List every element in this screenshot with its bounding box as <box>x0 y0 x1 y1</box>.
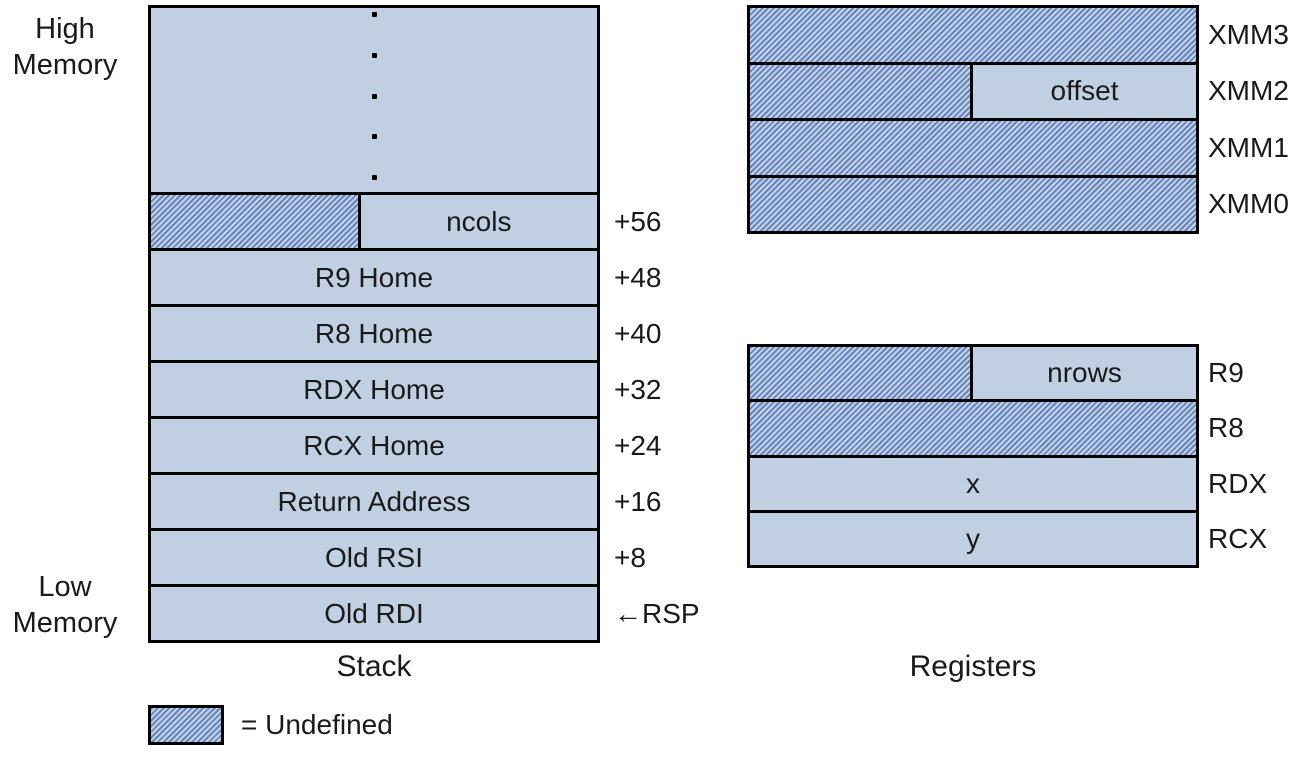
low-memory-line1: Low <box>38 571 92 603</box>
stack-cell: ncols <box>360 195 597 248</box>
register-row-r9: nrows R9 <box>750 347 1244 400</box>
register-value-cell: offset <box>973 64 1196 118</box>
stack-diagram: ncols +56 R9 Home +48 R8 Home +40 RDX Ho… <box>148 5 700 643</box>
dot-icon <box>371 52 377 58</box>
register-name: R9 <box>1208 357 1244 389</box>
register-name: XMM3 <box>1208 18 1289 50</box>
stack-row-old-rsi: Old RSI +8 <box>151 528 646 584</box>
stack-offset: +16 <box>614 485 662 517</box>
register-name: XMM1 <box>1208 131 1289 163</box>
register-name: R8 <box>1208 412 1244 444</box>
register-row-xmm0: XMM0 <box>750 174 1289 231</box>
stack-row-label: R9 Home <box>314 261 434 293</box>
xmm-register-block: XMM3 offset XMM2 XMM1 XMM0 <box>747 5 1289 234</box>
stack-row-r9-home: R9 Home +48 <box>151 248 662 304</box>
undefined-region <box>750 347 973 400</box>
register-row-rdx: x RDX <box>750 454 1267 510</box>
ellipsis-dots <box>151 8 597 192</box>
register-row-rcx: y RCX <box>750 509 1267 565</box>
stack-offset: +48 <box>614 261 662 293</box>
register-value: nrows <box>1047 357 1122 389</box>
gp-register-block: nrows R9 R8 x RDX y RCX <box>747 344 1267 568</box>
stack-caption: Stack <box>336 650 412 683</box>
registers-caption: Registers <box>909 650 1037 683</box>
stack-row-label: Old RDI <box>324 597 424 629</box>
legend: = Undefined <box>148 705 393 745</box>
register-row-r8: R8 <box>750 399 1244 455</box>
stack-row-old-rdi: Old RDI ←RSP <box>151 584 700 640</box>
undefined-region <box>750 64 973 118</box>
undefined-region <box>151 195 361 248</box>
dot-icon <box>371 175 377 180</box>
register-row-xmm3: XMM3 <box>750 8 1289 62</box>
stack-offset: +56 <box>614 205 662 237</box>
stack-row-label: Return Address <box>277 485 471 517</box>
register-name: XMM0 <box>1208 188 1289 220</box>
stack-row-label: RCX Home <box>303 429 445 461</box>
dot-icon <box>371 134 377 140</box>
stack-row-return-address: Return Address +16 <box>151 472 662 528</box>
high-memory-line2: Memory <box>12 49 118 81</box>
stack-offset: +32 <box>614 373 662 405</box>
register-name: RCX <box>1208 522 1268 554</box>
dot-icon <box>371 12 377 17</box>
stack-row-label: Old RSI <box>324 541 424 573</box>
register-value-cell: nrows <box>973 347 1196 400</box>
dot-icon <box>371 93 377 99</box>
register-value: offset <box>1050 75 1119 107</box>
register-row-xmm1: XMM1 <box>750 118 1289 175</box>
rsp-pointer: ←RSP <box>614 597 700 629</box>
high-memory-label: High Memory <box>0 11 130 83</box>
stack-offset: +8 <box>614 541 646 573</box>
stack-row-label: R8 Home <box>314 317 434 349</box>
register-value: y <box>966 522 980 554</box>
low-memory-label: Low Memory <box>0 569 130 641</box>
stack-offset: +40 <box>614 317 662 349</box>
legend-label: = Undefined <box>241 709 393 740</box>
low-memory-line2: Memory <box>12 607 118 639</box>
register-name: XMM2 <box>1208 75 1289 107</box>
stack-row-rcx-home: RCX Home +24 <box>151 416 662 472</box>
stack-row-r8-home: R8 Home +40 <box>151 304 662 360</box>
high-memory-line1: High <box>35 13 95 45</box>
stack-offset: +24 <box>614 429 662 461</box>
register-name: RDX <box>1208 467 1268 499</box>
register-row-xmm2: offset XMM2 <box>750 61 1289 118</box>
register-value: x <box>966 467 980 499</box>
stack-row-label: RDX Home <box>303 373 445 405</box>
stack-row-ncols: ncols +56 <box>151 192 662 248</box>
undefined-swatch-icon <box>148 705 224 745</box>
stack-row-rdx-home: RDX Home +32 <box>151 360 662 416</box>
stack-row-label: ncols <box>446 205 512 237</box>
